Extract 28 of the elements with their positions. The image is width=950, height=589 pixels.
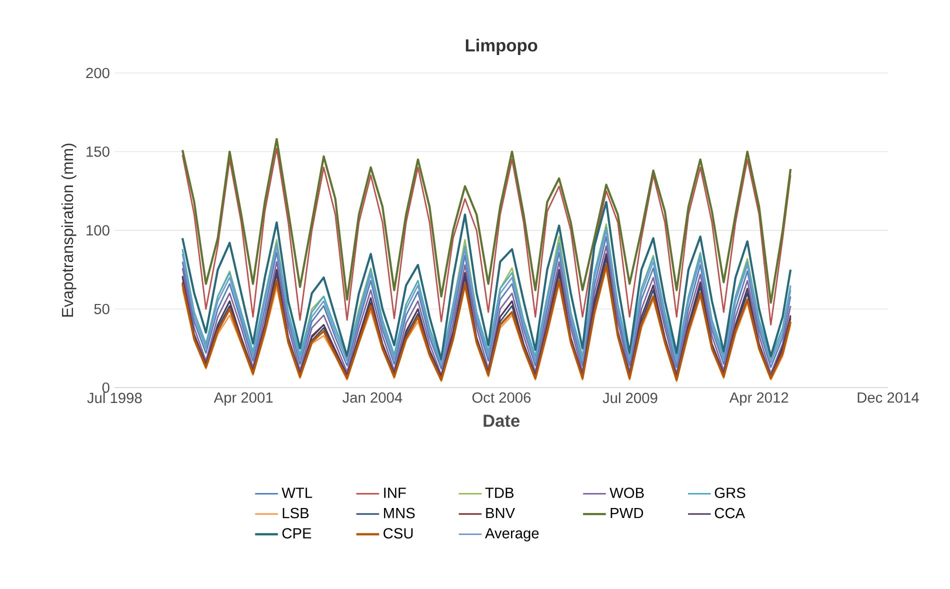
y-axis-title: Evapotranspiration (mm) [61,144,76,317]
x-tick-label: Apr 2001 [214,392,273,406]
legend-label: CCA [714,508,746,518]
legend-label: BNV [486,508,516,518]
x-tick-label: Jul 2009 [602,392,658,404]
x-tick-label: Jul 1998 [87,392,142,404]
y-tick-label: 100 [86,225,110,236]
y-tick-label: 150 [86,146,110,157]
legend-label: CPE [282,528,312,539]
x-tick-label: Dec 2014 [858,392,919,403]
chart-title: Limpopo [466,38,538,55]
legend-label: LSB [282,508,309,518]
legend-label: MNS [384,508,415,518]
legend-label: INF [384,488,406,498]
legend-label: WTL [282,488,312,498]
legend-label: PWD [610,508,644,518]
legend-label: CSU [384,528,413,539]
x-axis-title: Date [484,414,520,427]
y-tick-label: 50 [94,304,110,314]
y-tick-label: 200 [86,68,110,78]
legend-label: TDB [485,488,514,498]
x-tick-label: Jan 2004 [342,392,402,403]
x-tick-label: Oct 2006 [472,392,531,403]
legend-label: Average [484,528,539,542]
legend-label: GRS [714,488,746,498]
y-tick-label: 0 [102,382,110,393]
x-tick-label: Apr 2012 [729,392,788,406]
legend-label: WOB [610,488,644,498]
